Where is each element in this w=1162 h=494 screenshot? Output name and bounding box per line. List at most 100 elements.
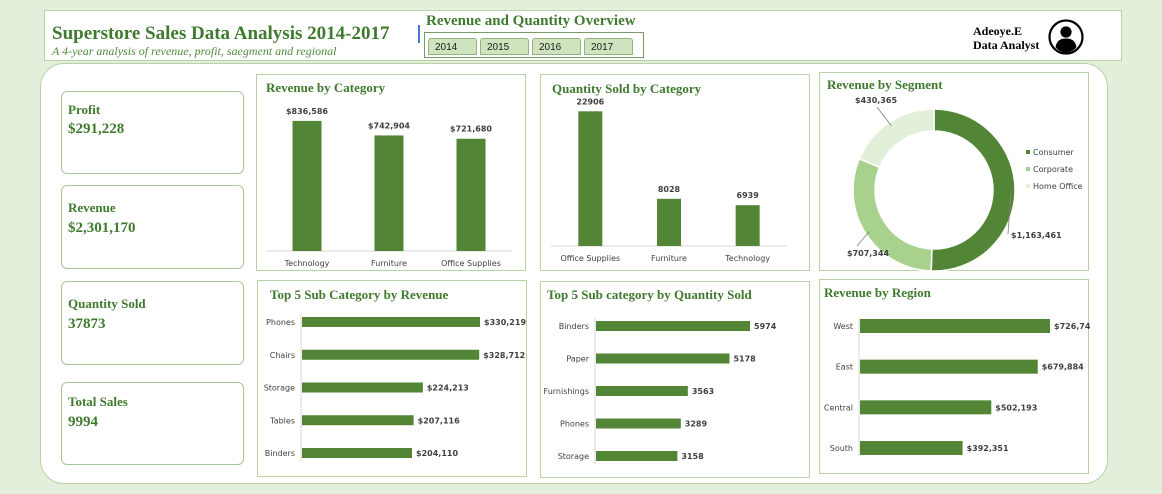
- category-label: Office Supplies: [560, 254, 620, 263]
- kpi-label: Total Sales: [68, 394, 128, 409]
- data-label: $430,365: [855, 96, 897, 105]
- leader-line: [876, 106, 892, 127]
- data-label: 8028: [658, 185, 681, 194]
- author-name: Adeoye.E: [973, 24, 1022, 38]
- legend-label: Corporate: [1033, 165, 1073, 174]
- data-label: $721,680: [450, 125, 492, 134]
- year-button-2017[interactable]: 2017: [584, 38, 633, 55]
- top5-subcategory-revenue-chart: Top 5 Sub Category by Revenue Phones $330…: [257, 280, 527, 477]
- chart-title: Quantity Sold by Category: [552, 81, 702, 96]
- chart-svg: West $726,742 East $679,884 Central $502,193 S…: [824, 318, 1090, 456]
- legend-swatch: [1026, 150, 1030, 154]
- category-label: Binders: [559, 322, 589, 331]
- title-divider: [418, 25, 420, 43]
- top5-subcategory-quantity-chart: Top 5 Sub category by Quantity Sold Bind…: [540, 281, 810, 478]
- data-label: $679,884: [1042, 363, 1084, 372]
- category-label: Binders: [265, 449, 295, 458]
- category-label: Chairs: [270, 351, 295, 360]
- donut-slice: [858, 108, 935, 169]
- data-label: $207,116: [418, 416, 460, 425]
- data-label: $742,904: [368, 121, 410, 130]
- data-label: $707,344: [847, 249, 889, 258]
- bar: [596, 418, 681, 429]
- data-label: 5974: [754, 322, 777, 331]
- data-label: 3289: [685, 420, 708, 429]
- data-label: $392,351: [967, 444, 1009, 453]
- kpi-label: Quantity Sold: [68, 296, 146, 311]
- category-label: West: [833, 322, 853, 331]
- kpi-value: 9994: [68, 414, 98, 430]
- kpi-card-revenue: Revenue $2,301,170: [61, 185, 244, 269]
- kpi-value: 37873: [68, 316, 106, 332]
- chart-svg: Phones $330,219 Chairs $328,712 Storage $224,…: [264, 314, 526, 461]
- bar: [302, 349, 480, 360]
- bar: [860, 359, 1038, 374]
- chart-title: Revenue by Category: [266, 80, 386, 95]
- category-label: Central: [824, 403, 853, 412]
- chart-title: Revenue by Segment: [827, 77, 943, 92]
- category-label: Tables: [269, 416, 295, 425]
- data-label: $726,742: [1054, 322, 1090, 331]
- category-label: East: [836, 363, 853, 372]
- bar: [657, 198, 681, 246]
- revenue-by-category-chart: Revenue by Category $836,586 Technology $7…: [256, 74, 526, 271]
- bar: [302, 415, 414, 426]
- bar: [292, 120, 322, 251]
- dashboard-subtitle: A 4-year analysis of revenue, profit, sa…: [52, 44, 337, 58]
- author-block: Adeoye.E Data Analyst: [973, 24, 1039, 52]
- revenue-by-segment-chart: Revenue by Segment $1,163,461 $707,344 $43…: [819, 72, 1089, 272]
- dashboard-title: Superstore Sales Data Analysis 2014-2017: [52, 23, 390, 44]
- category-label: Paper: [566, 355, 589, 364]
- data-label: 5178: [733, 355, 756, 364]
- category-label: Office Supplies: [441, 259, 501, 268]
- category-label: Furniture: [371, 259, 407, 268]
- bar: [302, 448, 413, 458]
- category-label: Technology: [284, 259, 330, 268]
- legend-swatch: [1026, 167, 1030, 171]
- chart-svg: 22906 Office Supplies 8028 Furniture 6939 Tec…: [551, 97, 787, 263]
- data-label: 3158: [681, 452, 704, 461]
- chart-title: Top 5 Sub category by Quantity Sold: [547, 287, 752, 302]
- bar: [302, 317, 480, 327]
- kpi-label: Profit: [68, 102, 101, 117]
- kpi-card-total-sales: Total Sales 9994: [61, 382, 244, 465]
- legend-label: Consumer: [1033, 148, 1075, 157]
- category-label: Phones: [266, 318, 295, 327]
- kpi-card-profit: Profit $291,228: [61, 91, 244, 174]
- kpi-value: $2,301,170: [68, 220, 136, 236]
- revenue-by-region-chart: Revenue by Region West $726,742 East $679,8…: [819, 279, 1090, 474]
- category-label: Storage: [264, 384, 295, 393]
- kpi-card-quantity-sold: Quantity Sold 37873: [61, 281, 244, 365]
- data-label: $224,213: [427, 384, 469, 393]
- quantity-by-category-chart: Quantity Sold by Category 22906 Office Su…: [540, 74, 810, 271]
- kpi-value: $291,228: [68, 121, 125, 137]
- bar: [374, 135, 404, 251]
- category-label: Furnishings: [544, 387, 589, 396]
- author-role: Data Analyst: [973, 38, 1040, 52]
- chart-title: Top 5 Sub Category by Revenue: [270, 287, 449, 302]
- data-label: $502,193: [995, 403, 1037, 412]
- data-label: 22906: [576, 97, 604, 106]
- bar: [860, 441, 963, 455]
- donut-slice: [930, 108, 1016, 272]
- bar: [735, 205, 760, 246]
- bar: [596, 321, 750, 331]
- year-button-2014[interactable]: 2014: [428, 38, 477, 55]
- leader-line: [856, 231, 870, 247]
- data-label: $836,586: [286, 107, 328, 116]
- kpi-label: Revenue: [68, 200, 116, 215]
- data-label: $328,712: [483, 351, 525, 360]
- category-label: Storage: [558, 452, 589, 461]
- data-label: $330,219: [484, 318, 526, 327]
- bar: [578, 111, 603, 247]
- bar: [302, 382, 423, 393]
- year-button-2015[interactable]: 2015: [480, 38, 529, 55]
- data-label: 6939: [737, 191, 760, 200]
- legend-label: Home Office: [1033, 182, 1083, 191]
- category-label: Phones: [560, 420, 589, 429]
- bar: [596, 451, 678, 461]
- category-label: Furniture: [651, 254, 687, 263]
- year-button-2016[interactable]: 2016: [532, 38, 581, 55]
- category-label: Technology: [724, 254, 770, 263]
- bar: [860, 400, 992, 415]
